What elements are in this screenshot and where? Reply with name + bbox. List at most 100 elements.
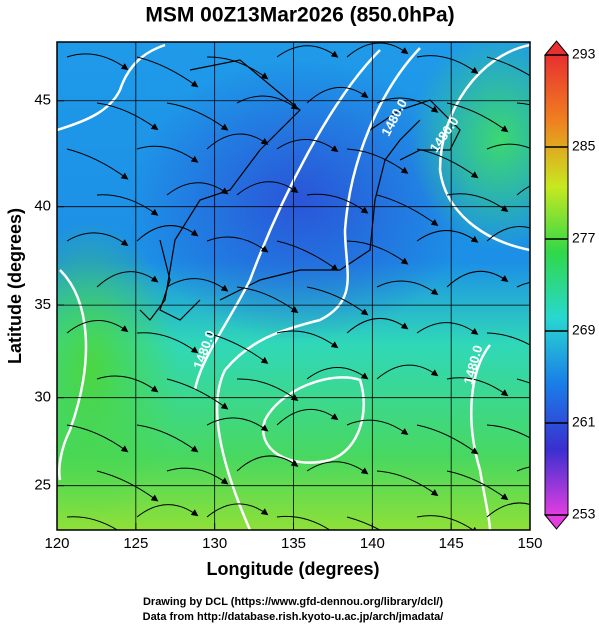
- streamline: [376, 280, 439, 296]
- streamline: [516, 466, 530, 472]
- streamline: [346, 419, 409, 436]
- x-tick-label: 150: [517, 535, 542, 552]
- streamline: [206, 503, 269, 518]
- streamline: [486, 143, 530, 150]
- streamline: [136, 56, 199, 88]
- streamline: [206, 56, 269, 80]
- streamline: [66, 320, 129, 334]
- streamline: [346, 516, 382, 530]
- contour-line: [215, 47, 421, 530]
- contour-line: [262, 376, 365, 464]
- streamline: [486, 332, 530, 346]
- streamline: [66, 516, 119, 530]
- streamline: [96, 470, 159, 502]
- footer-text: Drawing by DCL (https://www.gfd-dennou.o…: [143, 596, 443, 608]
- streamline: [66, 424, 129, 453]
- y-tick-label: 25: [34, 477, 51, 494]
- streamline: [236, 378, 299, 402]
- y-tick-label: 30: [34, 389, 51, 406]
- streamline: [236, 286, 299, 314]
- streamline: [486, 502, 530, 518]
- streamline: [516, 281, 530, 288]
- colorbar-extend: [543, 40, 570, 56]
- streamline: [486, 424, 530, 439]
- streamline: [516, 378, 530, 384]
- streamline: [416, 55, 479, 74]
- streamline: [166, 467, 229, 485]
- colorbar-tick-label: 269: [572, 322, 596, 338]
- colorbar-tick-label: 293: [572, 46, 596, 62]
- contour-line: [470, 344, 492, 530]
- streamline: [346, 42, 409, 58]
- streamline: [166, 378, 229, 410]
- streamline: [276, 240, 339, 271]
- streamline: [136, 225, 199, 242]
- footer-text: Data from http://database.rish.kyoto-u.a…: [143, 611, 444, 623]
- streamline: [136, 424, 199, 453]
- colorbar-tick-label: 277: [572, 230, 596, 246]
- streamline: [486, 225, 530, 242]
- streamline: [96, 102, 159, 131]
- y-tick-label: 40: [34, 198, 51, 215]
- colorbar-extend: [543, 514, 570, 530]
- streamline: [236, 455, 299, 472]
- streamline: [236, 181, 299, 196]
- streamline: [486, 56, 530, 77]
- x-tick-label: 135: [281, 535, 306, 552]
- streamline: [206, 236, 269, 253]
- contour-line: [438, 43, 530, 252]
- streamline: [206, 332, 269, 364]
- streamline: [416, 515, 479, 530]
- x-axis-label: Longitude (degrees): [206, 559, 379, 579]
- streamline: [206, 417, 269, 432]
- streamline: [446, 102, 509, 133]
- streamline: [416, 424, 479, 455]
- streamline: [136, 145, 199, 163]
- streamline: [276, 408, 339, 426]
- y-axis-label: Latitude (degrees): [5, 208, 25, 364]
- x-tick-label: 130: [202, 535, 227, 552]
- streamline: [346, 240, 409, 265]
- streamline: [276, 45, 339, 58]
- streamline: [516, 102, 530, 106]
- streamline: [206, 133, 269, 150]
- streamline: [96, 375, 159, 393]
- streamline: [306, 367, 369, 380]
- contour-line: [193, 49, 381, 391]
- streamline: [306, 461, 369, 475]
- streamline: [136, 332, 199, 354]
- colorbar-tick-label: 261: [572, 414, 596, 430]
- streamline: [66, 232, 129, 247]
- streamline: [166, 102, 229, 131]
- streamline: [136, 504, 199, 518]
- streamline: [66, 148, 129, 180]
- streamline: [306, 86, 369, 104]
- streamline: [376, 470, 439, 497]
- colorbar-tick-label: 253: [572, 506, 596, 522]
- streamline: [346, 148, 409, 174]
- contours: [57, 43, 530, 530]
- streamline: [416, 148, 479, 179]
- streamline: [516, 185, 530, 196]
- streamline: [346, 317, 409, 334]
- streamline: [306, 193, 369, 214]
- streamline: [446, 193, 509, 213]
- x-tick-label: 145: [439, 535, 464, 552]
- warm-area: [410, 42, 530, 250]
- colorbar-tick-label: 285: [572, 138, 596, 154]
- coastline: [219, 119, 421, 301]
- y-tick-label: 35: [34, 296, 51, 313]
- contour-line: [58, 269, 88, 481]
- colorbar: 253 261 269 277 285 293: [543, 40, 596, 530]
- streamline: [96, 271, 159, 288]
- streamline: [446, 470, 509, 501]
- streamline: [96, 194, 159, 216]
- streamline: [166, 278, 229, 292]
- y-tick-label: 45: [34, 92, 51, 109]
- streamline: [416, 230, 479, 243]
- streamline: [276, 139, 339, 153]
- streamline: [166, 182, 229, 196]
- streamline: [446, 270, 509, 288]
- streamline: [276, 515, 339, 530]
